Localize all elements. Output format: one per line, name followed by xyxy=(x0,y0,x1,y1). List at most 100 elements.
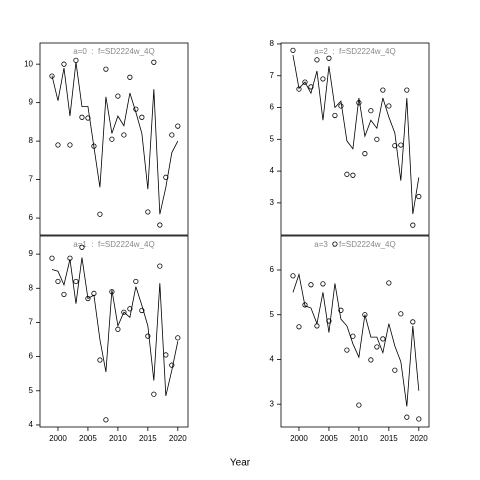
data-point xyxy=(416,193,422,200)
data-point xyxy=(73,57,79,63)
data-point xyxy=(109,136,115,142)
y-tick-label: 3 xyxy=(270,399,275,408)
y-tick-label: 6 xyxy=(270,103,275,112)
y-tick-label: 6 xyxy=(29,213,34,222)
data-point xyxy=(296,324,302,330)
data-point xyxy=(392,367,398,373)
data-point xyxy=(338,103,344,109)
data-point xyxy=(380,87,386,93)
data-point xyxy=(97,211,103,217)
data-point xyxy=(290,47,296,53)
data-point xyxy=(404,87,410,93)
data-point xyxy=(332,241,338,247)
data-point xyxy=(338,307,344,313)
y-tick-label: 7 xyxy=(29,318,34,327)
data-point xyxy=(344,347,350,353)
data-point xyxy=(386,280,392,286)
panel-frame xyxy=(280,235,430,428)
data-point xyxy=(85,115,91,121)
data-point xyxy=(404,414,410,420)
data-point xyxy=(320,76,326,82)
data-point xyxy=(368,108,374,114)
y-tick-label: 8 xyxy=(270,39,275,48)
data-point xyxy=(175,335,181,341)
data-point xyxy=(290,273,296,279)
data-point xyxy=(115,326,121,332)
data-point xyxy=(139,114,145,120)
data-point xyxy=(79,244,85,250)
panel-frame xyxy=(39,42,189,236)
x-tick-label: 2005 xyxy=(79,434,97,443)
data-point xyxy=(133,278,139,285)
data-point xyxy=(163,174,169,180)
data-point xyxy=(368,357,374,363)
y-tick-label: 6 xyxy=(270,265,275,274)
data-point xyxy=(308,282,314,288)
data-point xyxy=(145,333,151,339)
data-point xyxy=(169,362,175,368)
data-point xyxy=(139,307,145,314)
data-point xyxy=(55,142,61,148)
data-point xyxy=(314,57,320,63)
data-point xyxy=(374,136,380,142)
data-point xyxy=(61,61,67,67)
y-tick-label: 8 xyxy=(29,136,34,145)
panel-frame xyxy=(280,42,430,236)
data-point xyxy=(73,278,79,285)
data-point xyxy=(326,55,332,61)
data-point xyxy=(320,281,326,287)
data-point xyxy=(121,132,127,138)
y-tick-label: 6 xyxy=(29,352,34,361)
data-point xyxy=(169,132,175,138)
data-point xyxy=(302,302,308,308)
data-point xyxy=(410,222,416,228)
fit-line xyxy=(292,272,420,407)
x-tick-label: 2000 xyxy=(49,434,67,443)
x-tick-label: 2005 xyxy=(320,434,338,443)
panel-title: a=3 : f=SD2224w_4Q xyxy=(314,240,395,249)
fit-line xyxy=(51,257,179,396)
data-point xyxy=(127,306,133,312)
data-point xyxy=(103,66,109,72)
data-point xyxy=(386,103,392,109)
y-tick-label: 5 xyxy=(270,310,275,319)
data-point xyxy=(398,142,404,148)
y-tick-label: 5 xyxy=(270,134,275,143)
x-tick-label: 2010 xyxy=(109,434,127,443)
data-point xyxy=(49,255,55,261)
panel-title: a=0 : f=SD2224w_4Q xyxy=(73,47,154,56)
data-point xyxy=(374,344,380,350)
data-point xyxy=(115,93,121,99)
y-tick-label: 8 xyxy=(29,283,34,292)
data-point xyxy=(145,209,151,215)
x-axis-label: Year xyxy=(230,458,251,469)
y-tick-label: 4 xyxy=(270,166,275,175)
x-tick-label: 2020 xyxy=(410,434,428,443)
x-tick-label: 2010 xyxy=(350,434,368,443)
data-point xyxy=(332,112,338,119)
x-tick-label: 2020 xyxy=(169,434,187,443)
data-point xyxy=(49,73,55,79)
data-point xyxy=(356,402,362,408)
data-point xyxy=(416,416,422,422)
fit-line xyxy=(51,62,179,215)
data-point xyxy=(344,171,350,177)
x-tick-label: 2015 xyxy=(139,434,157,443)
x-tick-label: 2000 xyxy=(290,434,308,443)
y-tick-label: 3 xyxy=(270,198,275,207)
data-point xyxy=(121,309,127,315)
y-tick-label: 4 xyxy=(270,355,275,364)
data-point xyxy=(103,417,109,423)
data-point xyxy=(79,114,85,120)
y-tick-label: 10 xyxy=(24,59,33,68)
data-point xyxy=(97,357,103,363)
data-point xyxy=(157,222,163,228)
data-point xyxy=(398,311,404,317)
data-point xyxy=(151,59,157,65)
data-point xyxy=(410,319,416,325)
y-tick-label: 7 xyxy=(270,71,275,80)
y-tick-label: 7 xyxy=(29,175,34,184)
data-point xyxy=(151,391,157,397)
data-point xyxy=(350,333,356,339)
